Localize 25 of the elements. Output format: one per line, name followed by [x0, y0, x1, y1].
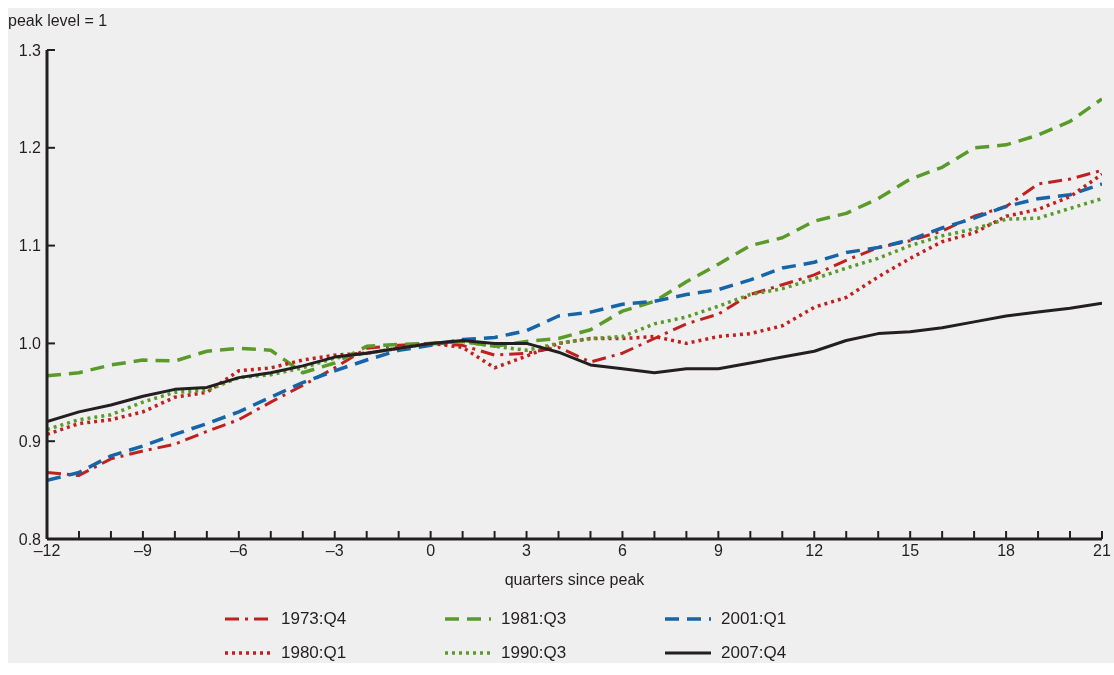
- x-tick-label: –9: [134, 542, 152, 560]
- x-axis-title: quarters since peak: [504, 571, 646, 588]
- legend-label: 2007:Q4: [721, 643, 787, 663]
- x-tick-label: –6: [229, 542, 248, 560]
- y-tick-label: 0.8: [18, 530, 42, 548]
- x-tick-label: 0: [426, 542, 436, 560]
- x-tick-label: 3: [522, 542, 532, 560]
- y-tick-label: 1.1: [18, 237, 42, 255]
- legend-label: 1981:Q3: [501, 609, 567, 629]
- x-tick-label: 6: [618, 542, 627, 560]
- y-tick-label: 0.9: [18, 432, 42, 450]
- y-tick-label: 1.3: [18, 41, 42, 59]
- x-tick-label: 18: [997, 542, 1016, 560]
- legend-label: 2001:Q1: [721, 609, 787, 629]
- x-tick-label: 12: [805, 542, 824, 560]
- x-tick-label: –3: [325, 542, 344, 560]
- y-tick-label: 1.2: [18, 139, 42, 157]
- y-tick-label: 1.0: [18, 335, 42, 353]
- x-tick-label: 9: [713, 542, 723, 560]
- y-axis-title: peak level = 1: [8, 12, 108, 30]
- legend-label: 1980:Q1: [281, 643, 347, 663]
- x-tick-label: 15: [901, 542, 920, 560]
- legend-label: 1973:Q4: [281, 609, 347, 629]
- x-tick-label: 21: [1093, 542, 1111, 560]
- legend-label: 1990:Q3: [501, 643, 567, 663]
